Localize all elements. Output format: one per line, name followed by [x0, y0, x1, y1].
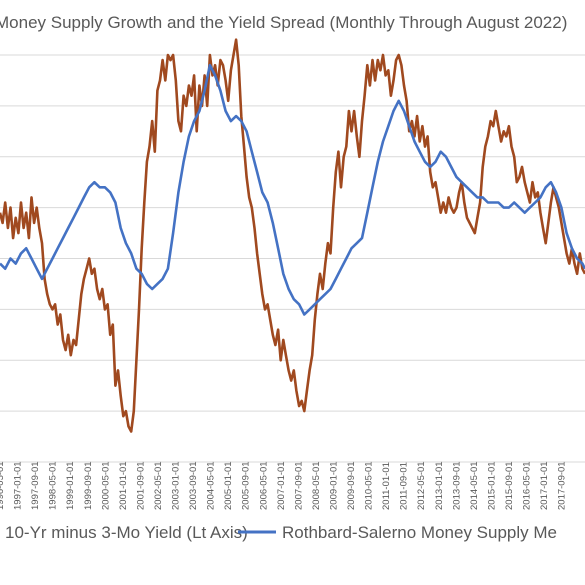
x-tick-label: 2016-05-01: [522, 461, 533, 510]
x-tick-label: 2015-09-01: [504, 461, 515, 510]
x-tick-label: 2000-05-01: [100, 461, 111, 510]
x-tick-label: 2007-01-01: [276, 461, 287, 510]
x-tick-label: 1997-09-01: [30, 461, 41, 510]
x-tick-label: 2003-09-01: [188, 461, 199, 510]
x-tick-label: 1999-09-01: [83, 461, 94, 510]
series-line-yield-spread: [0, 38, 585, 433]
x-axis-ticks: 1996-05-01 1997-01-01 1997-09-01 1998-05-01…: [0, 461, 568, 510]
legend-label-yield-spread: 10-Yr minus 3-Mo Yield (Lt Axis): [5, 523, 248, 542]
x-tick-label: 1998-05-01: [48, 461, 59, 510]
x-tick-label: 2009-09-01: [346, 461, 357, 510]
x-tick-label: 2013-01-01: [434, 461, 445, 510]
chart-title: Money Supply Growth and the Yield Spread…: [0, 13, 567, 32]
x-tick-label: 1999-01-01: [65, 461, 76, 510]
x-tick-label: 2013-09-01: [451, 461, 462, 510]
series-layer: [0, 38, 585, 433]
x-tick-label: 2005-09-01: [241, 461, 252, 510]
x-tick-label: 2017-09-01: [557, 461, 568, 510]
x-tick-label: 2003-01-01: [171, 461, 182, 510]
x-tick-label: 2015-01-01: [486, 461, 497, 510]
x-tick-label: 2011-09-01: [399, 462, 410, 510]
x-tick-label: 1996-05-01: [0, 461, 6, 510]
x-tick-label: 2001-01-01: [118, 461, 129, 510]
x-tick-label: 2006-05-01: [258, 461, 269, 510]
gridlines: [0, 54, 585, 463]
x-tick-label: 2010-05-01: [364, 461, 375, 510]
x-tick-label: 2004-05-01: [206, 461, 217, 510]
legend-label-money-supply: Rothbard-Salerno Money Supply Me: [282, 523, 557, 542]
x-tick-label: 2014-05-01: [469, 461, 480, 510]
x-tick-label: 1997-01-01: [13, 461, 24, 510]
x-tick-label: 2002-05-01: [153, 461, 164, 510]
x-tick-label: 2008-05-01: [311, 461, 322, 510]
x-tick-label: 2017-01-01: [539, 461, 550, 510]
x-tick-label: 2001-09-01: [135, 461, 146, 510]
x-tick-label: 2005-01-01: [223, 461, 234, 510]
x-tick-label: 2009-01-01: [328, 461, 339, 510]
x-tick-label: 2011-01-01: [381, 462, 392, 510]
x-tick-label: 2012-05-01: [416, 461, 427, 510]
series-line-money-supply: [0, 63, 585, 316]
legend: 10-Yr minus 3-Mo Yield (Lt Axis) Rothbar…: [5, 523, 557, 542]
x-tick-label: 2007-09-01: [293, 461, 304, 510]
